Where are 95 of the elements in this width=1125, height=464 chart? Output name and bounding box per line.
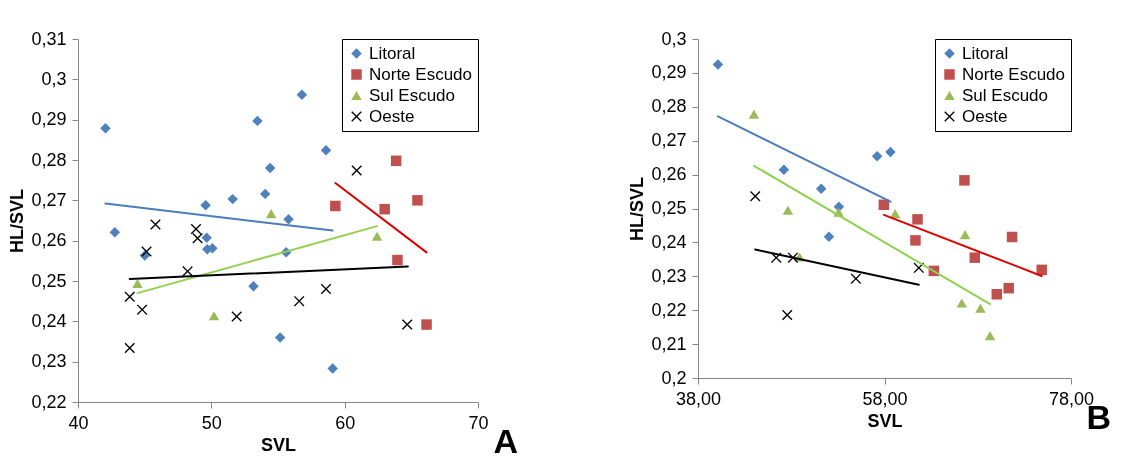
- y-tick-label: 0,26: [651, 164, 687, 185]
- y-tick-label: 0,24: [31, 310, 67, 331]
- y-tick-label: 0,3: [41, 68, 67, 89]
- y-tick-label: 0,22: [651, 299, 687, 320]
- point: [421, 319, 432, 330]
- point: [109, 226, 121, 238]
- y-tick-label: 0,27: [31, 189, 67, 210]
- point: [984, 331, 996, 341]
- y-tick-label: 0,28: [651, 96, 687, 117]
- point: [132, 278, 143, 288]
- point: [390, 155, 402, 167]
- y-tick-label: 0,29: [651, 62, 687, 83]
- y-tick-label: 0,27: [651, 130, 687, 151]
- y-tick-label: 0,24: [651, 231, 687, 252]
- point: [259, 188, 271, 200]
- x-tick-label: 38,00: [675, 388, 722, 409]
- point: [770, 252, 782, 263]
- point: [778, 164, 790, 176]
- y-tick-label: 0,22: [31, 391, 67, 412]
- point: [823, 231, 835, 242]
- y-tick-label: 0,2: [661, 367, 687, 388]
- y-tick-label: 0,28: [31, 149, 67, 170]
- point: [782, 309, 793, 321]
- point: [782, 205, 794, 215]
- point: [371, 231, 383, 241]
- y-tick-label: 0,25: [651, 198, 687, 218]
- point: [264, 162, 276, 174]
- point: [959, 230, 971, 240]
- point: [136, 304, 148, 315]
- point: [227, 193, 238, 205]
- point: [283, 214, 294, 225]
- point: [412, 195, 423, 206]
- point: [192, 233, 203, 244]
- point: [748, 109, 760, 119]
- point: [392, 254, 403, 266]
- point: [1003, 282, 1014, 294]
- point: [956, 298, 968, 308]
- x-tick-label: 60: [335, 412, 356, 433]
- point: [991, 289, 1003, 300]
- point: [330, 200, 341, 212]
- point: [124, 342, 135, 354]
- point: [1006, 231, 1018, 243]
- legend-label: Norte Escudo: [962, 64, 1065, 84]
- point: [320, 145, 332, 156]
- legend-label: Sul Escudo: [369, 85, 455, 105]
- y-tick-label: 0,25: [31, 270, 67, 291]
- y-tick-label: 0,26: [31, 230, 67, 251]
- point: [351, 165, 362, 176]
- legend-label: Litoral: [962, 43, 1009, 63]
- point: [182, 266, 193, 277]
- legend-label: Litoral: [369, 43, 416, 63]
- point: [889, 209, 901, 219]
- point: [1036, 264, 1047, 276]
- point: [379, 203, 390, 215]
- y-tick-label: 0,31: [31, 28, 67, 49]
- point: [910, 235, 921, 246]
- x-axis-title: SVL: [260, 434, 297, 455]
- legend-label: Oeste: [369, 106, 415, 126]
- point: [885, 146, 896, 158]
- legend-label: Oeste: [962, 106, 1008, 126]
- y-tick-label: 0,23: [31, 351, 67, 372]
- y-axis-title: HL/SVL: [627, 176, 648, 242]
- text: A: [493, 422, 518, 460]
- point: [327, 363, 338, 374]
- point: [975, 303, 986, 313]
- y-axis-title: HL/SVL: [7, 188, 28, 254]
- x-tick-label: 50: [201, 412, 222, 433]
- point: [252, 115, 263, 127]
- x-axis-title: SVL: [867, 410, 903, 431]
- x-tick-label: 70: [468, 412, 489, 433]
- y-tick-label: 0,21: [651, 333, 687, 354]
- point: [712, 59, 724, 70]
- point: [265, 209, 277, 219]
- point: [815, 183, 827, 195]
- point: [200, 199, 211, 211]
- point: [231, 311, 242, 322]
- point: [100, 122, 111, 134]
- point: [401, 319, 413, 330]
- point: [208, 311, 220, 321]
- point: [296, 89, 308, 100]
- legend-label: Norte Escudo: [369, 64, 472, 84]
- y-tick-label: 0,3: [661, 28, 687, 49]
- point: [274, 332, 286, 343]
- x-tick-label: 58,00: [862, 388, 908, 409]
- point: [201, 232, 212, 244]
- point: [959, 175, 970, 186]
- point: [850, 273, 862, 284]
- y-tick-label: 0,29: [31, 109, 67, 130]
- point: [248, 281, 259, 292]
- point: [912, 214, 923, 225]
- point: [969, 252, 981, 263]
- x-tick-label: 40: [68, 412, 89, 433]
- legend-label: Sul Escudo: [962, 85, 1048, 105]
- y-tick-label: 0,23: [651, 265, 687, 286]
- point: [871, 151, 883, 162]
